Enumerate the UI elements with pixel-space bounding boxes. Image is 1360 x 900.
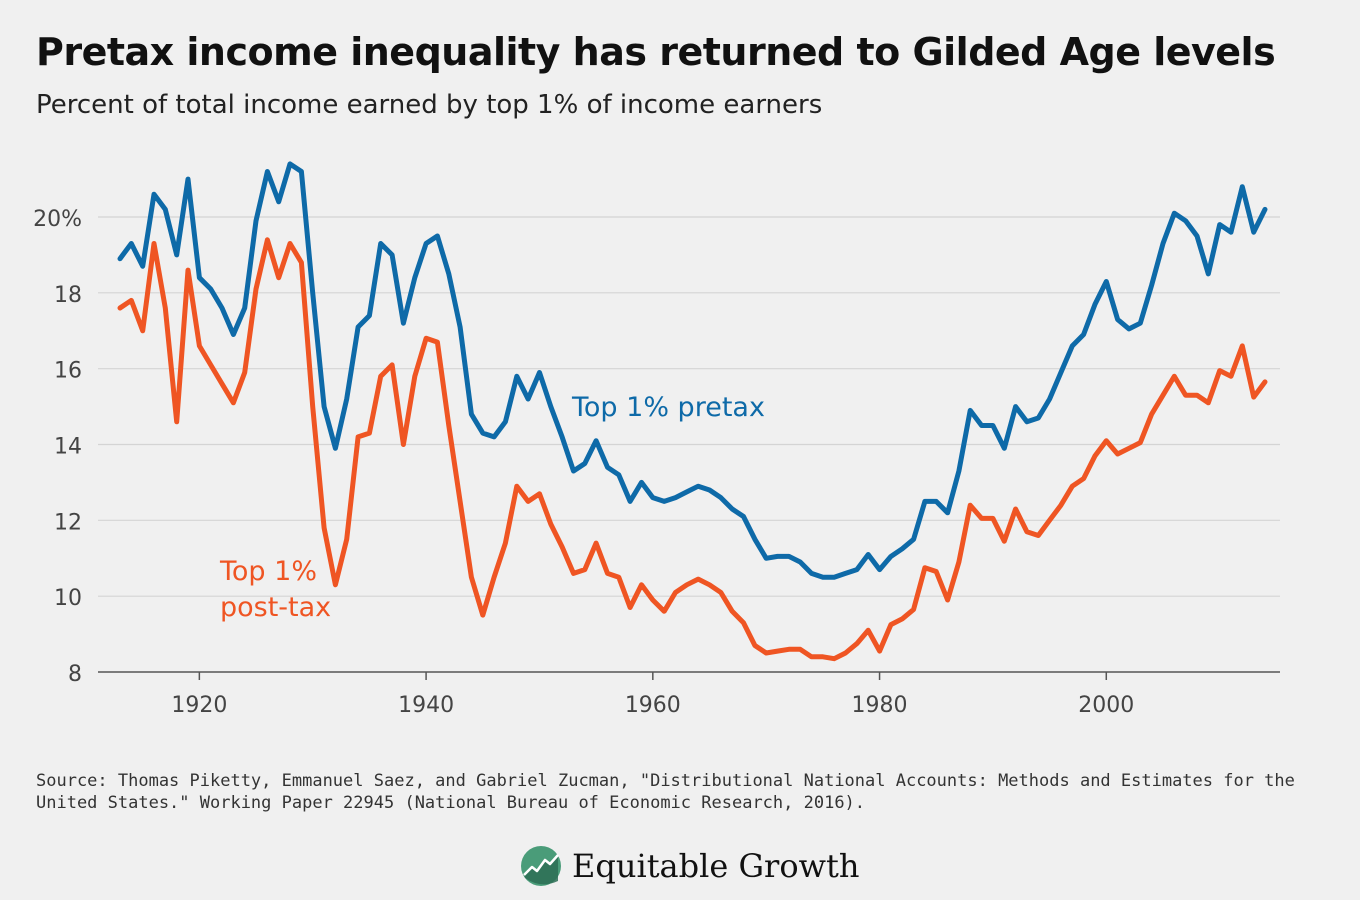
- equitable-growth-logo[interactable]: Equitable Growth: [520, 842, 859, 890]
- series-lines: [117, 161, 1268, 662]
- gridlines: [98, 216, 1280, 673]
- line-chart: 8 10 12 14 16 18 20% 1920 1940 1960 1980 2000 Top …: [33, 161, 1280, 718]
- annotation-posttax: post-tax: [220, 592, 331, 623]
- x-tick-label: 1940: [398, 693, 454, 718]
- y-tick-label: 18: [54, 283, 82, 308]
- annotation-pretax: Top 1% pretax: [571, 392, 765, 423]
- series-line-posttax: [117, 237, 1268, 662]
- x-tick-label: 1960: [625, 693, 681, 718]
- y-tick-label: 10: [54, 586, 82, 611]
- source-note: Source: Thomas Piketty, Emmanuel Saez, a…: [36, 771, 1295, 813]
- x-tick-label: 1920: [171, 693, 227, 718]
- y-tick-label: 12: [54, 510, 82, 535]
- series-line-pretax: [117, 161, 1268, 580]
- logo-text: Equitable Growth: [572, 847, 860, 885]
- annotation-posttax: Top 1%: [219, 556, 317, 587]
- y-tick-label: 16: [54, 359, 82, 384]
- y-tick-label: 20%: [33, 207, 82, 232]
- x-axis-ticks: 1920 1940 1960 1980 2000: [171, 672, 1134, 718]
- chart-subtitle: Percent of total income earned by top 1%…: [36, 90, 823, 120]
- y-tick-label: 8: [68, 662, 82, 687]
- x-tick-label: 1980: [852, 693, 908, 718]
- rising-line-circle-icon: [521, 846, 561, 886]
- y-axis-ticks: 8 10 12 14 16 18 20%: [33, 207, 82, 687]
- series-annotations: Top 1% pretax Top 1% post-tax: [219, 392, 765, 623]
- y-tick-label: 14: [54, 435, 82, 460]
- chart-title: Pretax income inequality has returned to…: [36, 30, 1276, 74]
- x-tick-label: 2000: [1078, 693, 1134, 718]
